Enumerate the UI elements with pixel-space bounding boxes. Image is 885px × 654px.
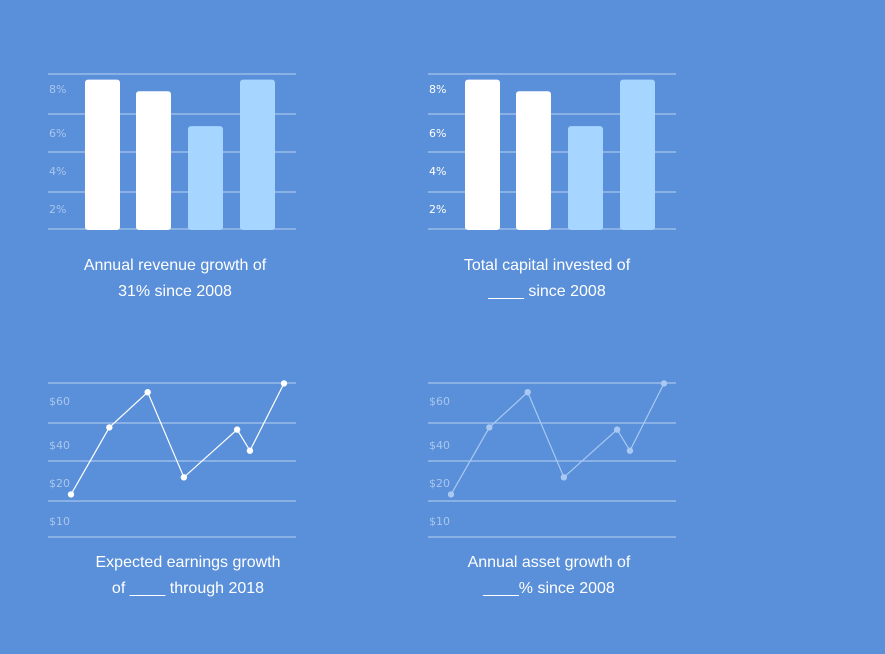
- y-tick-label: $60: [49, 395, 70, 408]
- caption-assets: Annual asset growth of ____% since 2008: [399, 550, 699, 602]
- caption-line: ____ since 2008: [488, 283, 606, 300]
- caption-line: Expected earnings growth: [95, 554, 281, 571]
- bar: [620, 79, 655, 231]
- y-tick-label: 8%: [429, 83, 446, 96]
- data-point: [144, 389, 151, 396]
- caption-line: of ____ through 2018: [111, 580, 265, 597]
- data-point: [486, 424, 493, 431]
- data-point: [233, 426, 241, 433]
- bar: [85, 79, 120, 231]
- data-point: [106, 424, 113, 431]
- series-line: [450, 383, 665, 495]
- data-point: [180, 474, 188, 481]
- caption-line: Annual asset growth of: [467, 554, 631, 571]
- y-tick-label: 4%: [49, 165, 66, 178]
- data-point: [613, 426, 621, 433]
- y-tick-label: $20: [49, 477, 70, 490]
- data-point: [560, 474, 568, 481]
- y-tick-label: 2%: [429, 203, 446, 216]
- y-tick-label: $60: [429, 395, 450, 408]
- caption-line: ____% since 2008: [483, 580, 615, 597]
- y-tick-label: $20: [429, 477, 450, 490]
- bar: [465, 79, 500, 231]
- bar: [516, 91, 551, 230]
- series-line: [70, 383, 285, 495]
- caption-line: 31% since 2008: [118, 283, 232, 300]
- y-tick-label: 2%: [49, 203, 66, 216]
- caption-revenue: Annual revenue growth of 31% since 2008: [25, 253, 325, 305]
- data-point: [524, 389, 531, 396]
- y-tick-label: 8%: [49, 83, 66, 96]
- bar: [136, 91, 171, 230]
- bar: [568, 126, 603, 230]
- y-tick-label: $40: [429, 439, 450, 452]
- data-point: [280, 380, 288, 387]
- bar: [188, 126, 223, 230]
- y-tick-label: $40: [49, 439, 70, 452]
- y-tick-label: $10: [49, 515, 70, 528]
- y-tick-label: 6%: [49, 127, 66, 140]
- caption-line: Annual revenue growth of: [83, 257, 267, 274]
- caption-line: Total capital invested of: [463, 257, 631, 274]
- data-point: [626, 447, 634, 454]
- bar: [240, 79, 275, 231]
- data-point: [660, 380, 668, 387]
- data-point: [67, 491, 75, 498]
- data-point: [246, 447, 254, 454]
- y-tick-label: $10: [429, 515, 450, 528]
- caption-capital: Total capital invested of ____ since 2008: [397, 253, 697, 305]
- data-point: [447, 491, 455, 498]
- caption-earnings: Expected earnings growth of ____ through …: [38, 550, 338, 602]
- y-tick-label: 4%: [429, 165, 446, 178]
- y-tick-label: 6%: [429, 127, 446, 140]
